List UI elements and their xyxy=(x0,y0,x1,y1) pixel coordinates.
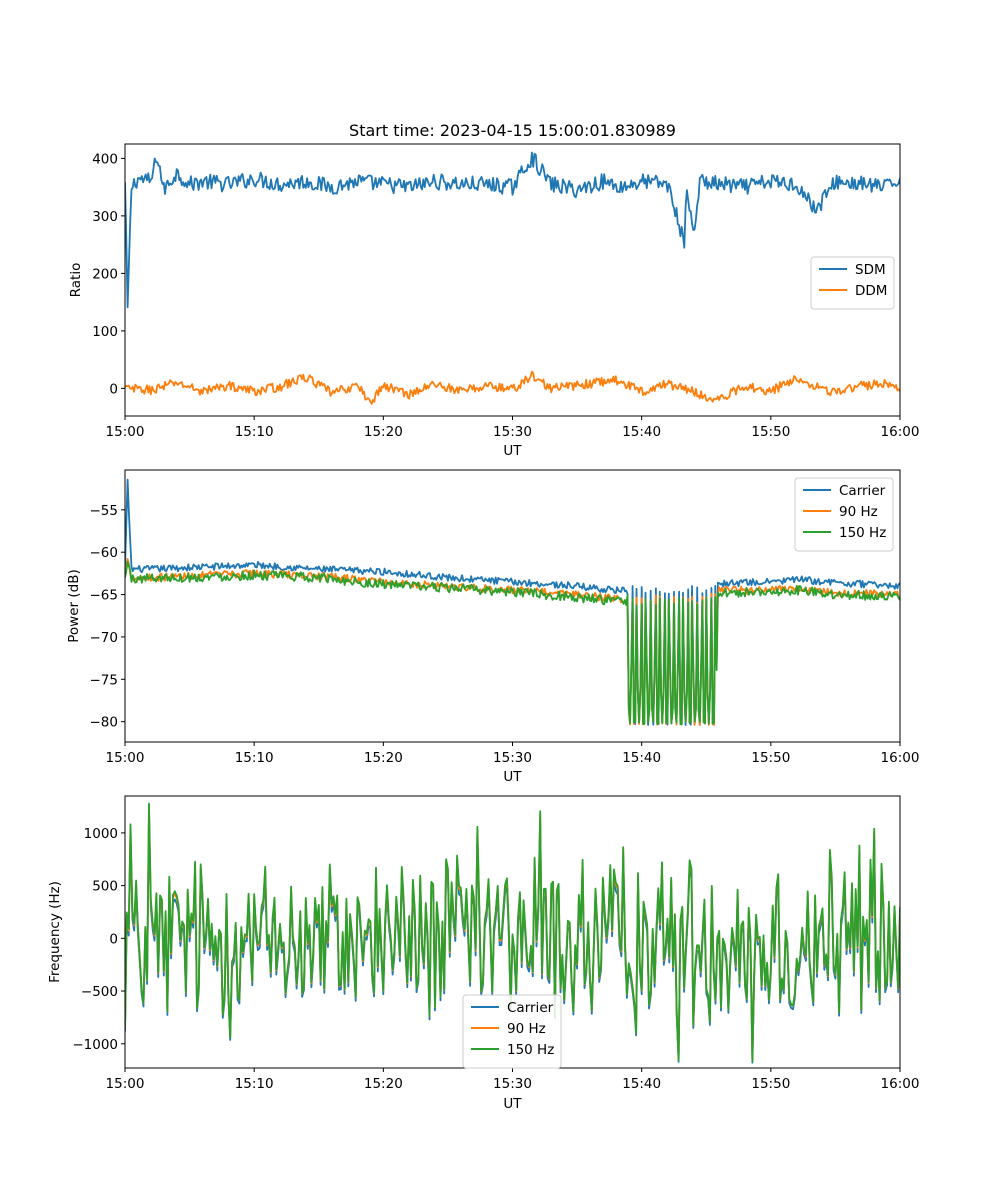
x-tick-label: 16:00 xyxy=(881,750,920,766)
x-tick-label: 15:20 xyxy=(364,1076,403,1092)
power-x-axis-label: UT xyxy=(503,769,522,785)
x-tick-label: 15:20 xyxy=(364,424,403,440)
legend-entry-90hz: 90 Hz xyxy=(471,1021,546,1037)
ratio-panel: Ratio UT 15:00 15:10 15:20 15:30 15:40 15:50 1… xyxy=(68,143,920,459)
figure-title: Start time: 2023-04-15 15:00:01.830989 xyxy=(349,121,676,140)
legend-entry-150hz: 150 Hz xyxy=(471,1042,554,1058)
frequency-y-axis-label: Frequency (Hz) xyxy=(47,881,63,983)
x-tick-label: 15:10 xyxy=(235,1076,274,1092)
ratio-x-axis-label: UT xyxy=(503,443,522,459)
x-tick-label: 16:00 xyxy=(881,1076,920,1092)
ratio-axis-layer: 15:00 15:10 15:20 15:30 15:40 15:50 16:00 0 100 2… xyxy=(92,143,920,440)
frequency-x-axis-label: UT xyxy=(503,1096,522,1112)
y-tick-label: 100 xyxy=(92,324,118,340)
y-tick-label: −80 xyxy=(90,715,119,731)
x-tick-label: 15:20 xyxy=(364,750,403,766)
frequency-series-layer xyxy=(125,802,900,1064)
y-tick-label: 1000 xyxy=(84,826,118,842)
y-tick-label: −500 xyxy=(81,984,118,1000)
y-tick-label: −65 xyxy=(90,588,119,604)
x-tick-label: 15:10 xyxy=(235,750,274,766)
y-tick-label: 500 xyxy=(92,879,118,895)
x-tick-label: 15:50 xyxy=(751,424,790,440)
series-line-150-hz xyxy=(125,802,900,1062)
y-tick-label: −70 xyxy=(90,630,119,646)
y-tick-label: 0 xyxy=(109,381,118,397)
power-panel: Power (dB) UT 15:00 15:10 15:20 15:30 15:40 1… xyxy=(66,469,920,785)
y-tick-label: −75 xyxy=(90,672,119,688)
series-line-sdm xyxy=(125,151,900,309)
y-tick-label: 0 xyxy=(109,931,118,947)
y-tick-label: 300 xyxy=(92,209,118,225)
series-line-carrier xyxy=(125,478,900,726)
y-tick-label: −60 xyxy=(90,545,119,561)
series-line-150-hz xyxy=(125,560,900,726)
power-legend: Carrier 90 Hz 150 Hz xyxy=(794,477,894,552)
legend-label-90hz: 90 Hz xyxy=(507,1021,546,1037)
x-tick-label: 15:50 xyxy=(751,750,790,766)
legend-label-90hz: 90 Hz xyxy=(839,504,878,520)
y-tick-label: 400 xyxy=(92,151,118,167)
legend-label-ddm: DDM xyxy=(855,283,887,299)
legend-entry-90hz: 90 Hz xyxy=(803,504,878,520)
y-tick-label: −55 xyxy=(90,503,119,519)
legend-label-carrier: Carrier xyxy=(507,1000,554,1016)
x-tick-label: 15:30 xyxy=(493,750,532,766)
ratio-y-axis-label: Ratio xyxy=(68,263,84,298)
y-tick-label: −1000 xyxy=(72,1037,118,1053)
x-tick-label: 16:00 xyxy=(881,424,920,440)
x-tick-label: 15:40 xyxy=(622,424,661,440)
legend-entry-sdm: SDM xyxy=(819,262,886,278)
legend-label-150hz: 150 Hz xyxy=(507,1042,554,1058)
x-tick-label: 15:00 xyxy=(106,750,145,766)
x-tick-label: 15:30 xyxy=(493,424,532,440)
legend-label-150hz: 150 Hz xyxy=(839,525,886,541)
frequency-panel: Frequency (Hz) UT 15:00 15:10 15:20 15:30 15… xyxy=(47,795,920,1112)
frequency-legend: Carrier 90 Hz 150 Hz xyxy=(462,994,562,1069)
legend-entry-carrier: Carrier xyxy=(471,1000,554,1016)
power-series-layer xyxy=(125,478,900,726)
legend-label-sdm: SDM xyxy=(855,262,886,278)
legend-entry-150hz: 150 Hz xyxy=(803,525,886,541)
x-tick-label: 15:00 xyxy=(106,1076,145,1092)
power-y-axis-label: Power (dB) xyxy=(66,569,82,642)
x-tick-label: 15:10 xyxy=(235,424,274,440)
legend-entry-carrier: Carrier xyxy=(803,483,886,499)
x-tick-label: 15:30 xyxy=(493,1076,532,1092)
x-tick-label: 15:50 xyxy=(751,1076,790,1092)
ratio-legend: SDM DDM xyxy=(810,256,895,310)
x-tick-label: 15:00 xyxy=(106,424,145,440)
ratio-series-layer xyxy=(125,151,900,405)
x-tick-label: 15:40 xyxy=(622,1076,661,1092)
power-axis-layer: 15:00 15:10 15:20 15:30 15:40 15:50 16:00 −55 −6… xyxy=(90,469,920,766)
legend-entry-ddm: DDM xyxy=(819,283,887,299)
legend-label-carrier: Carrier xyxy=(839,483,886,499)
x-tick-label: 15:40 xyxy=(622,750,661,766)
series-line-ddm xyxy=(125,370,900,405)
y-tick-label: 200 xyxy=(92,266,118,282)
